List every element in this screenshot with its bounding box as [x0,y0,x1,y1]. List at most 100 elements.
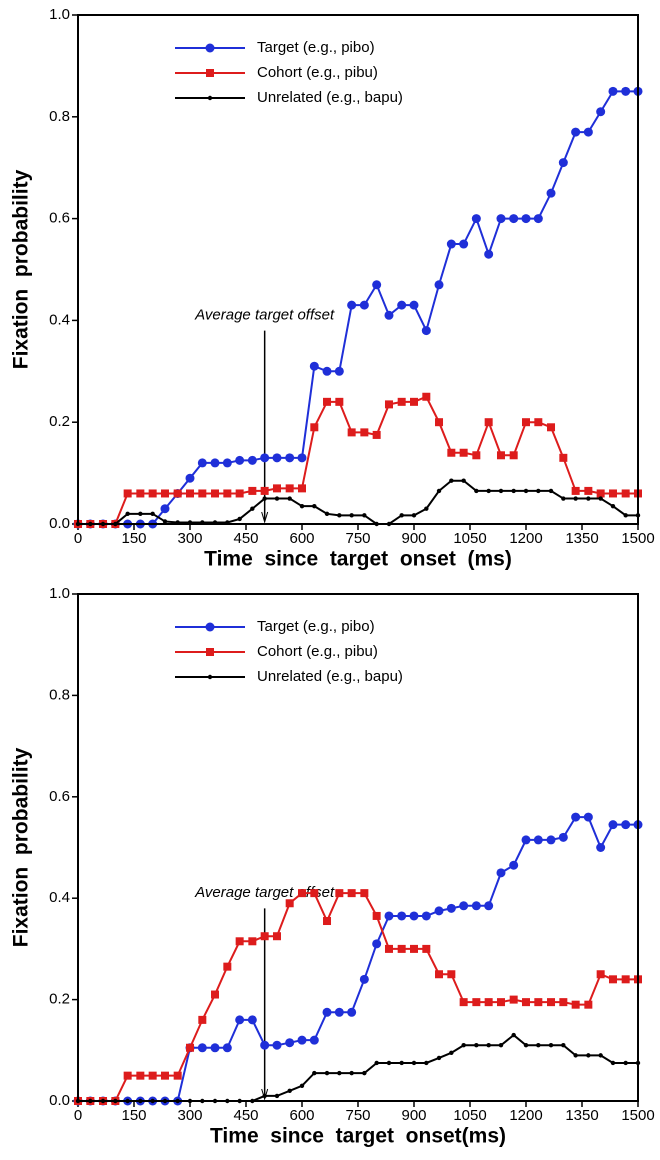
y-tick-label: 0.4 [49,889,70,906]
marker [162,519,168,524]
marker [198,1015,207,1024]
marker [447,970,456,979]
series-line [78,395,638,525]
y-tick-label: 1.0 [49,6,70,23]
marker [474,488,479,494]
marker [573,1053,578,1058]
marker [621,86,631,96]
marker [298,889,306,898]
marker [484,901,494,911]
marker [374,1060,379,1066]
marker [561,1043,566,1048]
marker [435,970,444,979]
marker [596,107,606,117]
marker [534,998,543,1007]
marker [484,998,493,1007]
marker [561,496,566,501]
marker [608,86,618,96]
marker [123,489,132,498]
marker [399,513,404,518]
x-tick-label: 300 [177,530,202,547]
marker [207,674,213,680]
marker [509,214,519,224]
marker [360,428,369,437]
marker [136,1071,145,1080]
marker [471,214,481,224]
marker [459,239,469,249]
marker [335,889,344,898]
marker [421,326,431,336]
marker [547,998,556,1007]
marker [496,214,506,224]
marker [621,975,630,984]
marker [247,1015,257,1025]
marker [235,1015,245,1025]
y-axis-title: Fixation probability [10,747,33,947]
marker [310,889,319,898]
legend-label: Unrelated (e.g., bapu) [257,89,403,106]
marker [274,1093,280,1099]
marker [138,511,143,517]
marker [186,489,194,498]
marker [534,418,543,427]
marker [496,998,505,1007]
marker [206,69,214,77]
x-tick-label: 150 [121,530,146,547]
marker [399,1060,404,1066]
y-tick-label: 0.6 [49,788,70,805]
marker [434,906,444,916]
marker [349,513,354,518]
marker [223,962,232,971]
marker [598,496,603,501]
marker [173,489,182,498]
marker [198,489,207,498]
legend-label: Target (e.g., pibo) [257,618,375,635]
marker [298,484,306,493]
series-line [78,1033,638,1102]
marker [435,418,444,427]
marker [596,970,605,979]
marker [446,903,456,913]
marker [123,1071,132,1080]
marker [434,280,444,290]
marker [362,513,367,518]
marker [160,504,170,514]
x-tick-label: 750 [345,530,370,547]
marker [509,860,519,870]
marker [323,917,332,926]
marker [610,503,616,509]
marker [472,451,481,460]
marker [536,1043,541,1048]
x-tick-label: 900 [401,1107,426,1124]
legend-label: Cohort (e.g., pibu) [257,643,378,660]
marker [347,428,356,437]
marker [558,832,568,842]
marker [623,513,628,518]
marker [546,188,556,198]
marker [573,496,578,501]
marker [148,1071,157,1080]
marker [247,455,257,465]
marker [148,489,157,498]
marker [523,488,529,494]
y-tick-label: 0.8 [49,686,70,703]
marker [347,889,356,898]
plot-frame [77,593,639,1102]
marker [511,488,516,494]
marker [160,1071,169,1080]
marker [472,998,481,1007]
marker [197,1043,207,1053]
y-tick-label: 0.8 [49,108,70,125]
marker [272,932,281,941]
marker [324,1070,330,1076]
marker [272,453,282,463]
y-tick-label: 1.0 [49,585,70,602]
marker [334,1007,344,1017]
plot-frame [77,14,639,525]
marker [299,1083,305,1088]
marker [409,911,419,921]
marker [235,937,244,946]
marker [285,899,294,908]
marker [285,484,294,493]
